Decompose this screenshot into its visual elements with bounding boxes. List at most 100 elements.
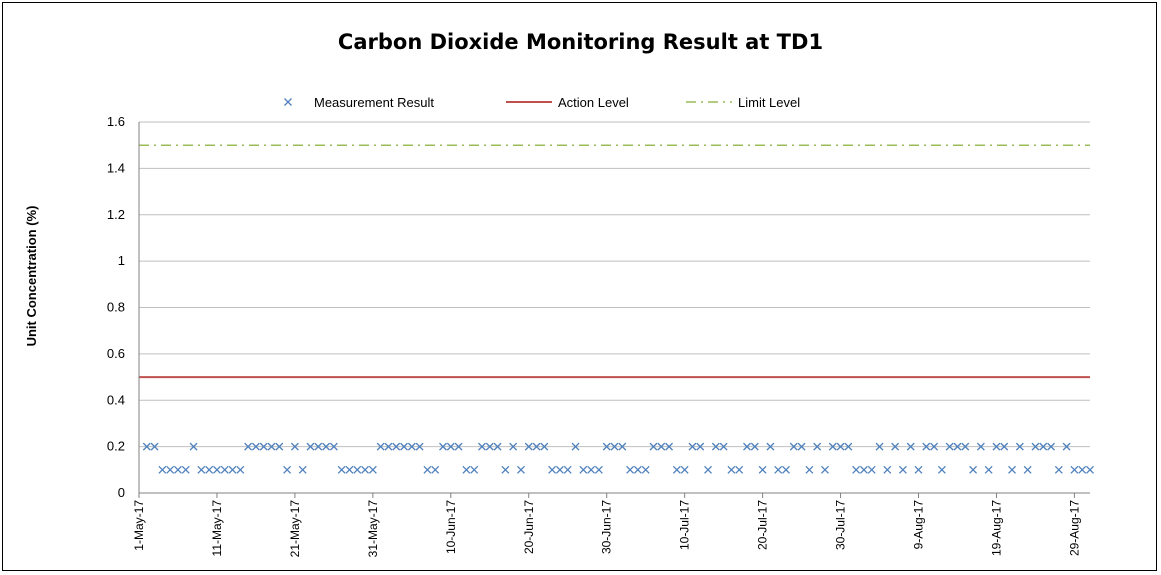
data-point	[532, 442, 541, 451]
data-point	[244, 442, 253, 451]
data-point	[704, 465, 713, 474]
x-tick-label: 29-Aug-17	[1067, 500, 1081, 556]
data-point	[657, 442, 666, 451]
data-point	[462, 465, 471, 474]
data-point	[961, 442, 970, 451]
data-point	[400, 442, 408, 451]
data-point	[563, 465, 572, 474]
data-point	[509, 442, 518, 451]
y-tick-label: 0.6	[107, 346, 125, 361]
data-point	[571, 442, 580, 451]
legend: Measurement Result Action Level Limit Leve…	[284, 95, 800, 110]
y-tick-label: 1.2	[107, 207, 125, 222]
data-point	[446, 442, 455, 451]
data-point	[166, 465, 175, 474]
data-point	[189, 442, 198, 451]
data-point	[181, 465, 190, 474]
data-point	[727, 465, 736, 474]
data-point	[540, 442, 549, 451]
data-point	[431, 465, 440, 474]
data-point	[774, 465, 783, 474]
axes	[138, 122, 1090, 498]
data-point	[852, 465, 861, 474]
data-point	[314, 442, 323, 451]
data-point	[984, 465, 993, 474]
data-point	[501, 465, 510, 474]
data-point	[1031, 442, 1040, 451]
data-point	[719, 442, 728, 451]
data-point	[805, 465, 814, 474]
data-point	[610, 442, 619, 451]
x-tick-label: 30-Jul-17	[834, 500, 848, 550]
x-tick-label: 11-May-17	[210, 500, 224, 557]
y-tick-label: 0.4	[107, 392, 125, 407]
data-point	[1000, 442, 1009, 451]
y-tick-label: 0	[118, 485, 125, 500]
data-point	[867, 465, 876, 474]
data-point	[976, 442, 985, 451]
x-tick-labels: 1-May-17 11-May-17 21-May-17 31-May-17 10-Ju…	[132, 500, 1081, 558]
data-point	[1086, 465, 1094, 474]
data-point	[353, 465, 362, 474]
data-point	[1023, 465, 1032, 474]
x-tick-label: 9-Aug-17	[912, 500, 926, 550]
data-point	[626, 465, 635, 474]
data-point	[470, 465, 479, 474]
legend-label: Measurement Result	[314, 95, 434, 110]
data-point	[1062, 442, 1071, 451]
data-point	[267, 442, 276, 451]
data-point	[228, 465, 237, 474]
data-point	[813, 442, 822, 451]
data-point	[633, 465, 642, 474]
legend-label: Action Level	[558, 95, 629, 110]
data-point	[329, 442, 338, 451]
y-tick-label: 0.8	[107, 300, 125, 315]
x-tick-label: 10-Jun-17	[444, 500, 458, 554]
data-point	[641, 465, 650, 474]
gridlines	[139, 121, 1090, 448]
data-point	[493, 442, 502, 451]
data-point	[205, 465, 214, 474]
data-point	[969, 465, 978, 474]
data-point	[150, 442, 159, 451]
y-tick-labels: 0 0.2 0.4 0.6 0.8 1 1.2 1.4 1.6	[107, 114, 125, 500]
data-point	[485, 442, 494, 451]
data-point	[1047, 442, 1055, 451]
data-point	[750, 442, 759, 451]
data-point	[735, 465, 744, 474]
data-point	[945, 442, 954, 451]
x-tick-label: 20-Jun-17	[522, 500, 536, 554]
data-point	[322, 442, 331, 451]
legend-label: Limit Level	[738, 95, 800, 110]
data-point	[1070, 465, 1079, 474]
chart-title: Carbon Dioxide Monitoring Result at TD1	[337, 30, 824, 54]
data-point	[922, 442, 931, 451]
data-point	[337, 465, 346, 474]
data-point	[680, 465, 689, 474]
x-tick-label: 21-May-17	[288, 500, 302, 558]
data-point	[306, 442, 315, 451]
data-point	[883, 465, 892, 474]
data-point	[384, 442, 393, 451]
data-point	[368, 465, 377, 474]
measurement-points	[142, 442, 1094, 474]
data-point	[220, 465, 229, 474]
data-point	[516, 465, 525, 474]
data-point	[828, 442, 837, 451]
data-point	[859, 465, 868, 474]
data-point	[283, 465, 292, 474]
data-point	[649, 442, 658, 451]
data-point	[1054, 465, 1063, 474]
data-point	[789, 442, 798, 451]
data-point	[937, 465, 946, 474]
reference-lines	[139, 144, 1090, 379]
data-point	[555, 465, 564, 474]
data-point	[345, 465, 354, 474]
x-tick-label: 20-Jul-17	[756, 500, 770, 550]
data-point	[142, 442, 151, 451]
data-point	[797, 442, 806, 451]
data-point	[766, 442, 775, 451]
data-point	[298, 465, 307, 474]
data-point	[1008, 465, 1017, 474]
